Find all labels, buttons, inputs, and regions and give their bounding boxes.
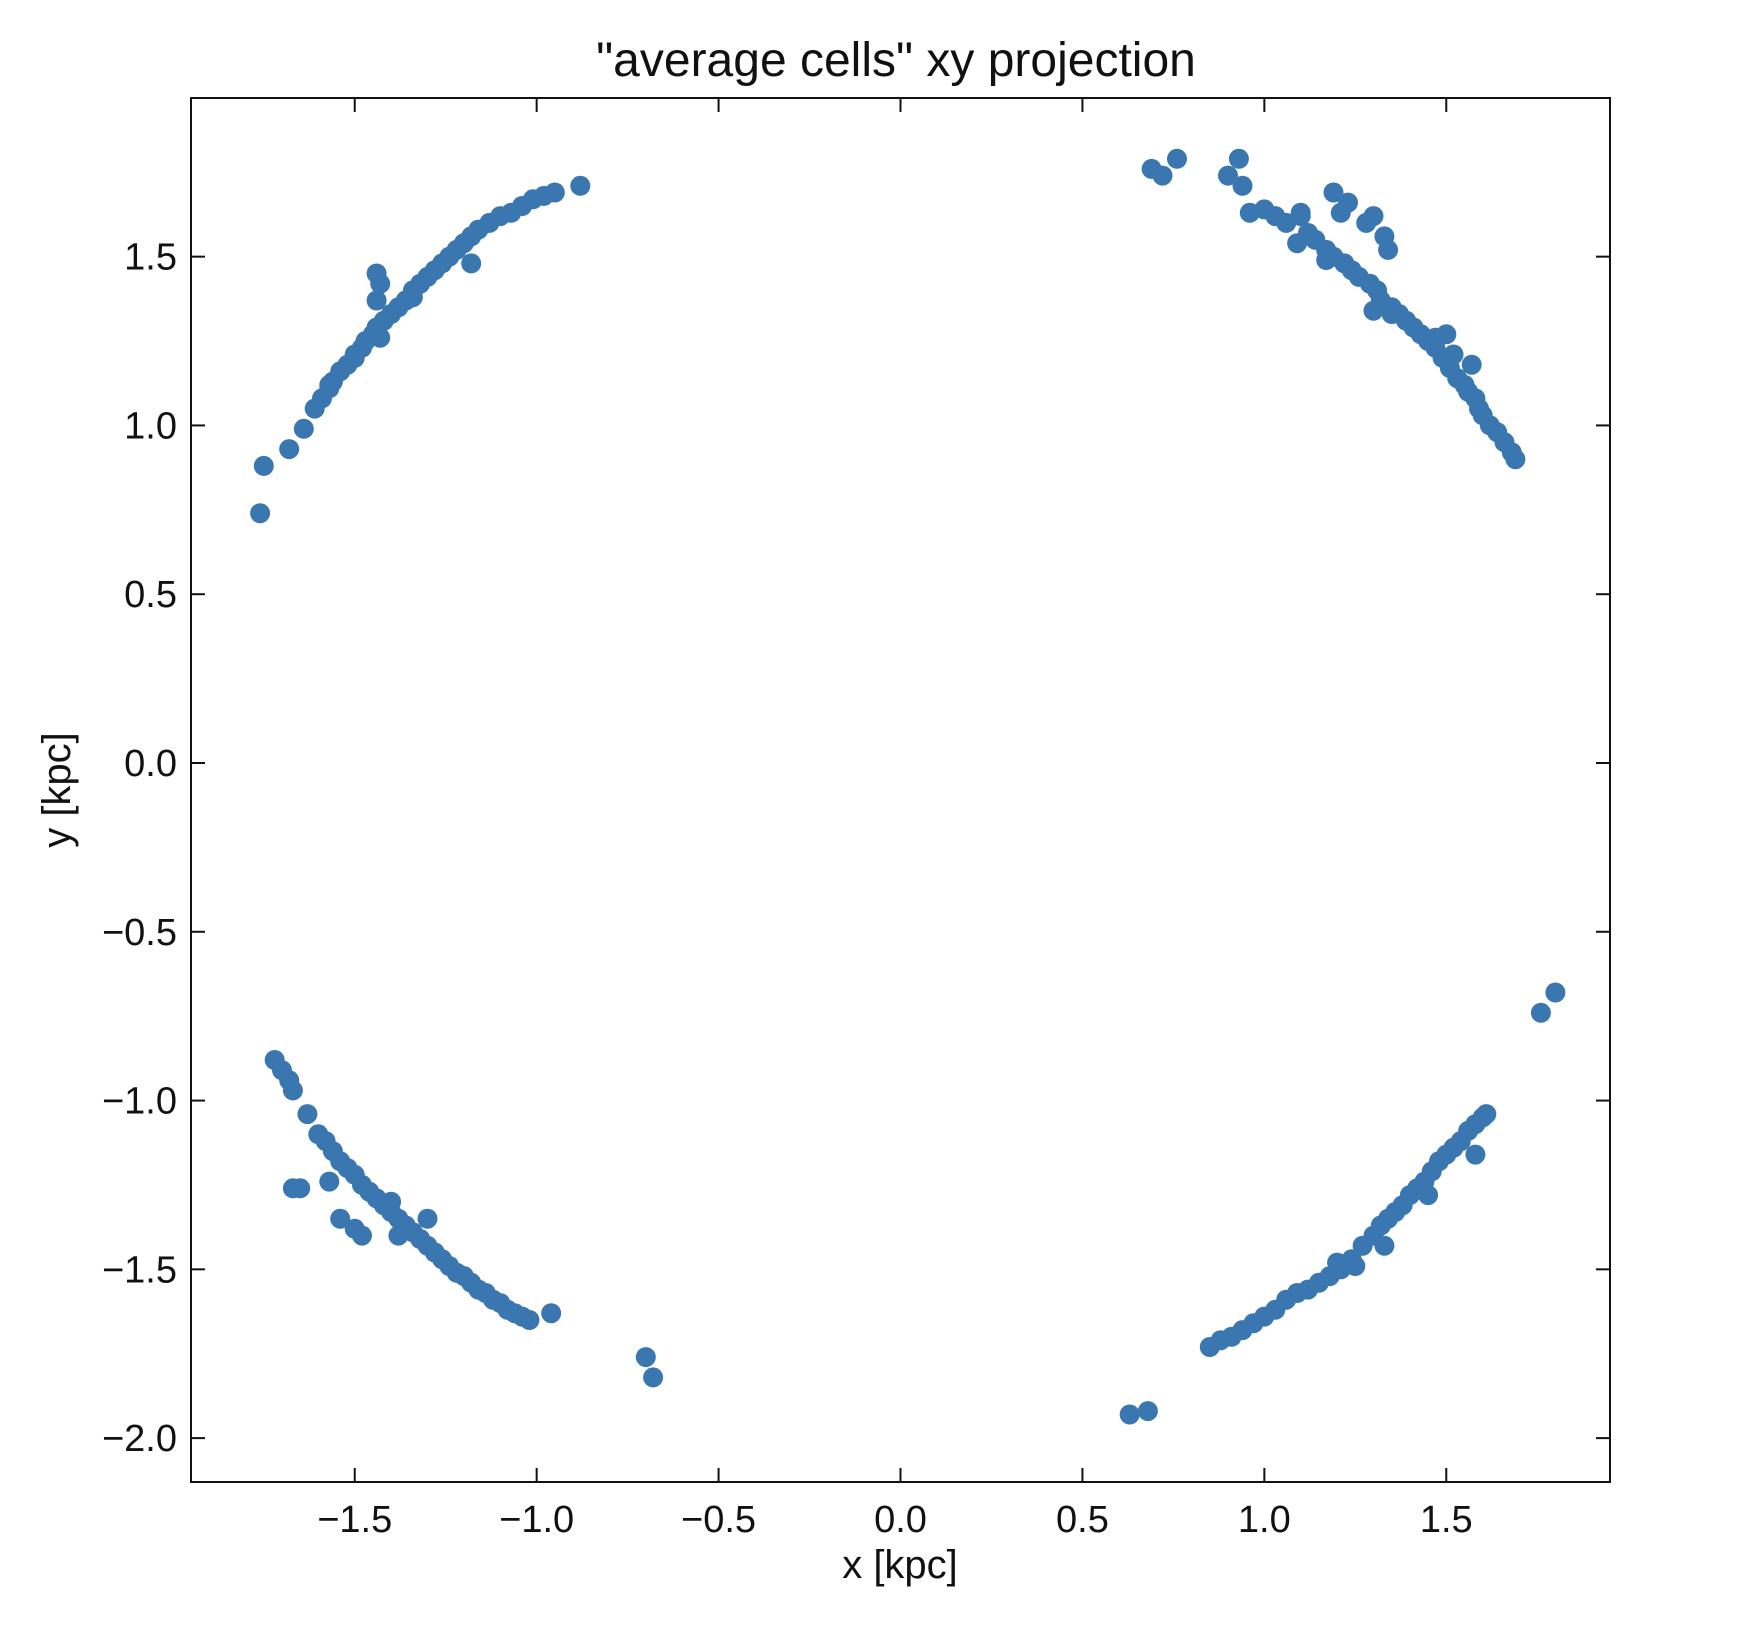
data-point (1436, 324, 1457, 345)
data-point (282, 1080, 303, 1101)
data-point (1167, 148, 1187, 169)
data-point (253, 455, 274, 476)
data-point (1476, 1104, 1497, 1125)
x-tick-label: 0.0 (874, 1499, 927, 1541)
data-point (319, 1171, 340, 1192)
x-tick-label: 0.5 (1056, 1499, 1109, 1541)
y-tick-label: 1.0 (124, 405, 177, 447)
data-point (1505, 449, 1526, 470)
data-point (1418, 1185, 1439, 1206)
data-point (388, 1225, 409, 1246)
data-point (1228, 148, 1249, 169)
data-point (643, 1367, 664, 1388)
data-points (250, 148, 1566, 1425)
data-point (1363, 300, 1384, 321)
data-point (1443, 344, 1464, 365)
data-point (544, 182, 565, 203)
chart-title: "average cells" xy projection (596, 34, 1196, 87)
data-point (635, 1347, 656, 1368)
data-point (1323, 182, 1344, 203)
data-point (1316, 250, 1337, 270)
y-tick-label: 0.5 (124, 574, 177, 616)
data-point (570, 175, 591, 196)
data-point (279, 439, 300, 460)
y-tick-label: −1.0 (102, 1081, 177, 1123)
data-point (344, 347, 365, 368)
data-point (297, 1104, 318, 1125)
y-axis-label: y [kpc] (35, 732, 79, 848)
y-tick-label: −0.5 (102, 912, 177, 954)
data-point (417, 1208, 438, 1229)
data-point (366, 290, 387, 311)
x-axis-label: x [kpc] (842, 1543, 958, 1587)
data-point (1345, 1256, 1366, 1276)
data-point (1530, 1002, 1551, 1023)
data-point (1338, 192, 1358, 213)
data-point (1465, 1144, 1486, 1165)
data-point (1378, 239, 1399, 260)
data-point (1232, 175, 1253, 196)
x-tick-label: −0.5 (681, 1499, 756, 1541)
x-tick-label: −1.0 (499, 1499, 574, 1541)
x-tick-label: 1.5 (1420, 1499, 1473, 1541)
y-tick-label: 1.5 (124, 237, 177, 279)
data-point (541, 1303, 562, 1324)
data-point (250, 503, 271, 524)
data-point (1545, 982, 1566, 1003)
data-point (1461, 354, 1482, 375)
y-tick-label: −2.0 (102, 1418, 177, 1460)
data-point (319, 374, 340, 395)
data-point (1218, 165, 1238, 186)
data-point (519, 1310, 540, 1330)
data-point (1363, 206, 1384, 227)
data-point (370, 327, 391, 348)
data-point (1119, 1404, 1140, 1425)
data-point (1137, 1401, 1158, 1422)
data-point (290, 1178, 311, 1199)
data-point (1290, 206, 1311, 227)
y-tick-label: −1.5 (102, 1249, 177, 1291)
data-point (366, 263, 387, 284)
data-point (1327, 1252, 1348, 1273)
x-tick-label: 1.0 (1238, 1499, 1291, 1541)
data-point (402, 287, 423, 308)
data-point (1374, 1235, 1395, 1256)
data-point (381, 1191, 402, 1212)
data-point (1381, 304, 1402, 324)
data-point (461, 253, 482, 274)
x-tick-label: −1.5 (317, 1499, 392, 1541)
data-point (1152, 165, 1173, 186)
y-tick-label: 0.0 (124, 743, 177, 785)
data-point (293, 418, 314, 439)
axis-ticks: −1.5 −1.0 −0.5 0.0 0.5 1.0 1.5 −2.0 −1.5 −1.0 −0.5… (102, 98, 1610, 1541)
data-point (330, 1208, 351, 1229)
data-point (352, 1225, 372, 1246)
